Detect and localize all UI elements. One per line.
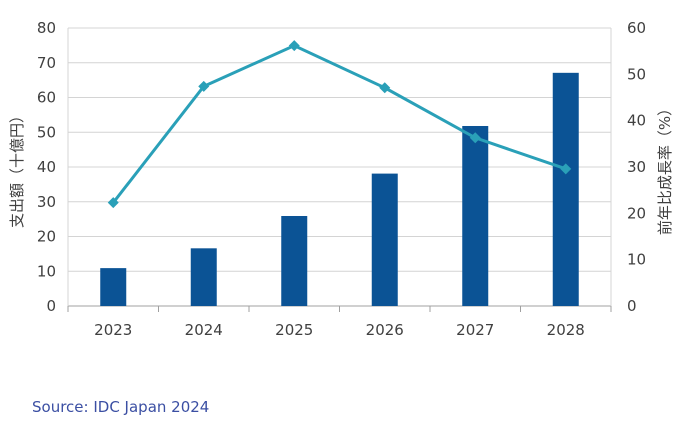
gridlines — [67, 27, 612, 312]
right-tick-label: 0 — [627, 297, 637, 315]
bar-2024 — [190, 248, 217, 306]
left-axis-title: 支出額（十億円） — [8, 108, 26, 228]
left-axis-ticks: 0 10 20 30 40 50 60 70 80 — [37, 19, 56, 315]
left-tick-label: 60 — [37, 89, 56, 107]
left-tick-label: 50 — [37, 123, 56, 141]
left-tick-label: 10 — [37, 262, 56, 280]
bar-series — [100, 72, 579, 307]
left-tick-label: 40 — [37, 158, 56, 176]
x-tick-label: 2025 — [275, 321, 313, 339]
bar-2027 — [462, 125, 489, 307]
x-axis-ticks: 2023 2024 2025 2026 2027 2028 — [94, 321, 585, 339]
growth-point-2024 — [198, 80, 210, 92]
x-tick-label: 2024 — [185, 321, 223, 339]
growth-point-2028 — [560, 163, 572, 175]
x-tick-label: 2028 — [547, 321, 585, 339]
right-axis-ticks: 0 10 20 30 40 50 60 — [627, 19, 646, 315]
right-tick-label: 10 — [627, 251, 646, 269]
line-series — [107, 40, 572, 209]
source-note: Source: IDC Japan 2024 — [32, 398, 210, 416]
left-tick-label: 0 — [46, 297, 56, 315]
bar-2025 — [281, 215, 308, 306]
growth-point-2026 — [379, 82, 391, 94]
right-axis-title: 前年比成長率（%） — [656, 101, 674, 235]
right-tick-label: 30 — [627, 158, 646, 176]
right-tick-label: 40 — [627, 112, 646, 130]
left-tick-label: 30 — [37, 193, 56, 211]
x-tick-label: 2027 — [456, 321, 494, 339]
growth-point-2023 — [107, 197, 119, 209]
right-tick-label: 60 — [627, 19, 646, 37]
x-tick-label: 2023 — [94, 321, 132, 339]
bar-2023 — [100, 268, 127, 306]
growth-point-2025 — [288, 40, 300, 52]
right-tick-label: 20 — [627, 204, 646, 222]
left-tick-label: 20 — [37, 228, 56, 246]
x-tick-label: 2026 — [366, 321, 404, 339]
chart: 0 10 20 30 40 50 60 70 80 0 10 20 30 40 50 60 2023 2024… — [8, 19, 674, 339]
growth-line — [112, 43, 567, 204]
right-tick-label: 50 — [627, 65, 646, 83]
bar-2026 — [371, 173, 398, 306]
bar-2028 — [552, 72, 579, 306]
growth-point-2027 — [469, 132, 481, 144]
left-tick-label: 80 — [37, 19, 56, 37]
left-tick-label: 70 — [37, 54, 56, 72]
